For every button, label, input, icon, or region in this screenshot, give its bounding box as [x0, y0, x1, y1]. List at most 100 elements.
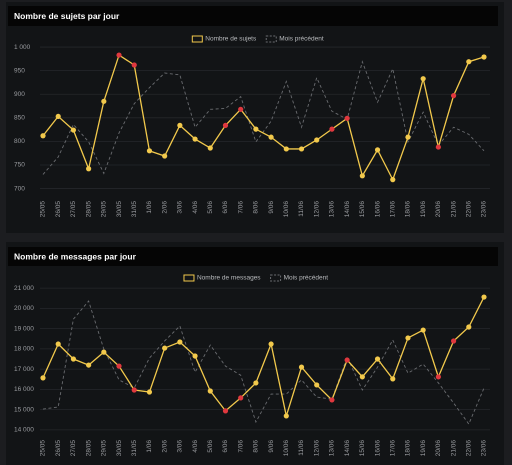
x-tick-label: 15/06 [359, 440, 366, 457]
x-tick-label: 14/06 [344, 201, 351, 218]
data-point [390, 376, 396, 382]
panel [6, 242, 504, 465]
legend-swatch [183, 274, 195, 282]
x-tick-label: 16/06 [374, 440, 381, 457]
x-tick-label: 21/06 [450, 440, 457, 457]
x-tick-label: 13/06 [329, 201, 336, 218]
data-point [131, 62, 137, 68]
data-point [450, 338, 457, 344]
x-tick-label: 8/06 [253, 440, 260, 453]
chart-title: Nombre de sujets par jour [14, 11, 120, 21]
y-tick-label: 16 000 [14, 386, 34, 393]
data-point [222, 122, 229, 128]
data-point [450, 93, 457, 99]
y-tick-label: 15 000 [14, 406, 34, 413]
data-point [329, 126, 335, 132]
series-line [42, 54, 485, 182]
data-point [238, 106, 244, 112]
series-line [42, 296, 485, 419]
x-tick-label: 17/06 [389, 201, 396, 218]
data-point [177, 122, 183, 128]
data-point [314, 382, 320, 388]
legend: Nombre de sujets Mois précédent [191, 35, 324, 43]
data-point [116, 363, 122, 369]
data-point [192, 136, 198, 142]
data-point [177, 339, 183, 345]
x-tick-label: 3/06 [177, 201, 184, 214]
x-tick-label: 30/05 [116, 201, 123, 218]
data-point [359, 173, 365, 179]
y-tick-label: 17 000 [14, 366, 34, 373]
y-tick-label: 1 000 [14, 44, 31, 51]
x-tick-label: 28/05 [85, 440, 92, 457]
legend: Nombre de messages Mois précédent [183, 274, 328, 282]
data-point [40, 375, 46, 381]
x-tick-label: 26/05 [55, 440, 62, 457]
panel-header [8, 6, 498, 26]
comparison-line [42, 300, 485, 425]
data-point [329, 397, 335, 403]
x-tick-label: 27/05 [70, 201, 77, 218]
x-tick-label: 29/05 [101, 440, 108, 457]
x-tick-label: 12/06 [313, 201, 320, 218]
data-point [344, 115, 350, 121]
data-point [390, 177, 396, 183]
data-point [466, 59, 472, 65]
chart-title: Nombre de messages par jour [14, 251, 137, 261]
x-tick-label: 9/06 [268, 440, 275, 453]
legend-label: Nombre de sujets [205, 36, 257, 43]
data-point [70, 127, 77, 133]
data-point [374, 147, 381, 153]
data-point [86, 166, 92, 172]
x-tick-label: 9/06 [268, 201, 275, 214]
y-tick-label: 950 [14, 67, 25, 74]
data-point [146, 389, 153, 395]
x-tick-label: 10/06 [283, 201, 290, 218]
x-tick-label: 26/05 [55, 201, 62, 218]
x-tick-label: 6/06 [222, 440, 229, 453]
x-tick-label: 3/06 [177, 440, 184, 453]
data-point [40, 133, 46, 139]
x-tick-label: 22/06 [466, 201, 473, 218]
data-point [207, 388, 213, 394]
x-tick-label: 1/06 [146, 440, 153, 453]
data-point [314, 137, 320, 143]
data-point [283, 146, 289, 152]
x-tick-label: 30/05 [116, 440, 123, 457]
x-tick-label: 4/06 [192, 201, 199, 214]
x-tick-label: 7/06 [237, 440, 244, 453]
y-tick-label: 750 [14, 162, 25, 169]
x-tick-label: 5/06 [207, 440, 214, 453]
data-point [70, 356, 77, 362]
data-point [222, 408, 229, 414]
data-point [405, 134, 411, 140]
data-point [116, 52, 122, 58]
x-tick-label: 22/06 [466, 440, 473, 457]
x-tick-label: 25/05 [40, 201, 47, 218]
x-tick-label: 11/06 [298, 201, 305, 217]
x-tick-label: 15/06 [359, 201, 366, 218]
x-tick-label: 2/06 [161, 201, 168, 214]
panel-header [8, 247, 498, 266]
x-tick-label: 19/06 [420, 201, 427, 218]
x-tick-label: 28/05 [85, 201, 92, 218]
data-point [238, 395, 244, 401]
x-tick-label: 1/06 [146, 201, 153, 214]
data-point [481, 54, 487, 60]
y-tick-label: 21 000 [14, 285, 34, 292]
data-point [420, 327, 426, 333]
data-point [435, 374, 441, 380]
y-tick-label: 800 [14, 138, 25, 145]
x-tick-label: 18/06 [405, 201, 412, 218]
x-tick-label: 21/06 [450, 201, 457, 218]
x-tick-label: 20/06 [435, 440, 442, 457]
legend-swatch [265, 35, 277, 43]
data-point [435, 144, 441, 150]
data-point [359, 374, 365, 380]
data-point [253, 126, 259, 132]
x-tick-label: 23/06 [481, 201, 488, 218]
data-point [162, 345, 168, 351]
x-tick-label: 13/06 [329, 440, 336, 457]
